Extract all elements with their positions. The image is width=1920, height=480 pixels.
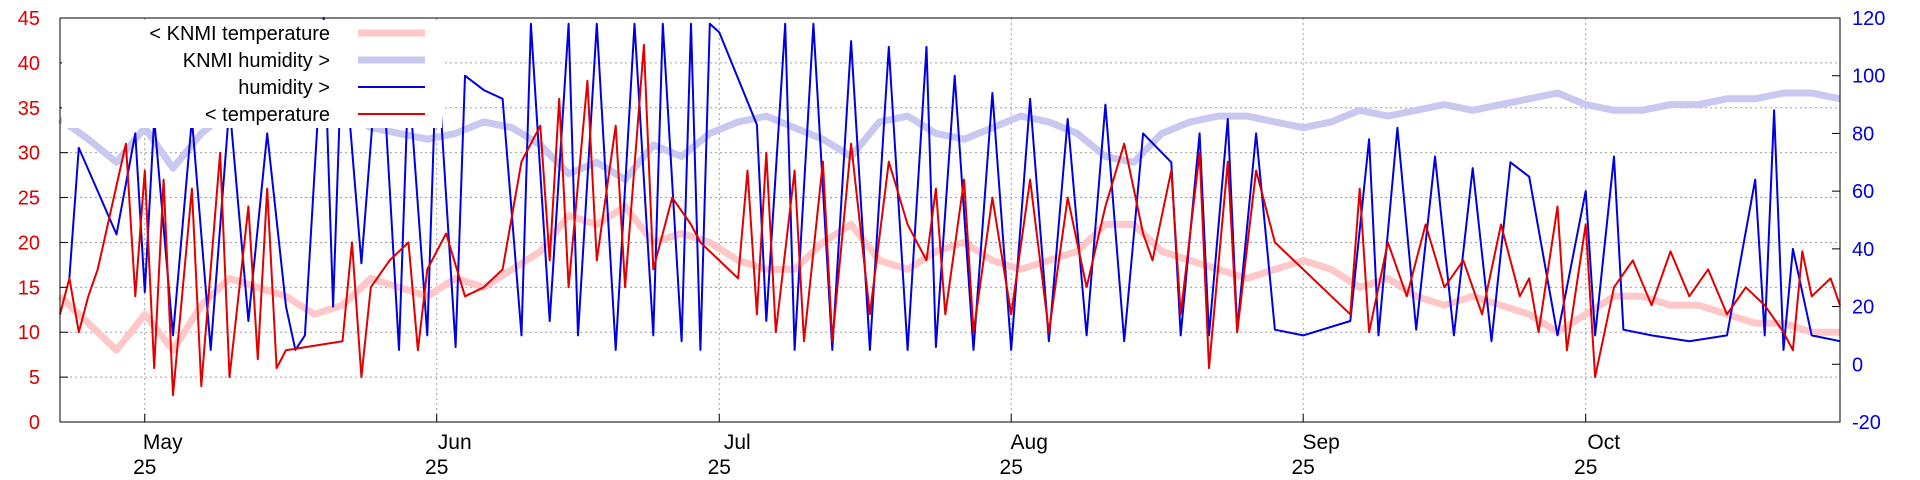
x-tick-month: Jul: [724, 431, 751, 454]
left-tick-label: 20: [18, 232, 40, 254]
right-tick-label: 60: [1852, 181, 1874, 203]
x-tick-month: Sep: [1302, 431, 1339, 454]
right-tick-label: 100: [1852, 66, 1885, 88]
x-tick-year: 25: [133, 456, 156, 479]
right-tick-label: 0: [1852, 354, 1863, 376]
x-tick-year: 25: [1291, 456, 1314, 479]
left-tick-label: 45: [18, 8, 40, 30]
legend-label: < KNMI temperature: [149, 23, 330, 45]
left-tick-label: 5: [29, 367, 40, 389]
legend-label: KNMI humidity >: [183, 50, 330, 72]
legend-box: [62, 20, 442, 128]
x-tick-month: May: [143, 431, 183, 454]
left-tick-label: 30: [18, 143, 40, 165]
right-tick-label: 120: [1852, 8, 1885, 30]
series-line: [59, 43, 1841, 397]
right-tick-label: 80: [1852, 123, 1874, 145]
right-tick-label: -20: [1852, 412, 1881, 434]
left-tick-label: 15: [18, 277, 40, 299]
x-tick-year: 25: [425, 456, 448, 479]
left-axis: 0 5 10 15 20 25 30 35 40 45: [18, 8, 68, 434]
series-line: [57, 203, 1840, 354]
x-tick-year: 25: [1574, 456, 1597, 479]
series-line: [68, 17, 1841, 351]
left-tick-label: 0: [29, 412, 40, 434]
right-axis: -20 0 20 40 60 80 100 120: [1832, 8, 1885, 434]
right-tick-label: 20: [1852, 297, 1874, 319]
left-tick-label: 25: [18, 188, 40, 210]
left-tick-label: 35: [18, 98, 40, 120]
left-tick-label: 10: [18, 322, 40, 344]
legend-label: humidity >: [238, 77, 330, 99]
x-tick-month: Jun: [438, 431, 472, 454]
x-tick-year: 25: [1000, 456, 1023, 479]
right-tick-label: 40: [1852, 239, 1874, 261]
left-tick-label: 40: [18, 53, 40, 75]
legend: < KNMI temperature KNMI humidity > humidit…: [62, 20, 442, 128]
x-tick-year: 25: [708, 456, 731, 479]
x-tick-month: Aug: [1011, 431, 1048, 454]
x-tick-month: Oct: [1587, 431, 1620, 454]
plot-frame: [59, 17, 1841, 423]
legend-label: < temperature: [205, 104, 330, 126]
